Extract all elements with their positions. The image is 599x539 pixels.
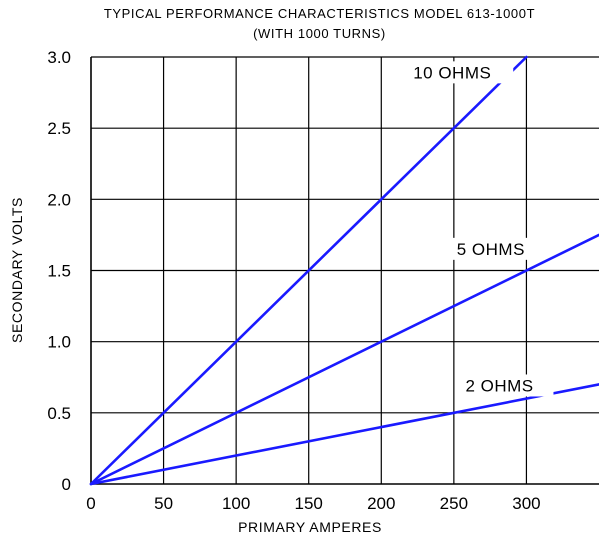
y-tick-label: 3.0 xyxy=(47,48,71,67)
y-axis-label: SECONDARY VOLTS xyxy=(9,197,25,343)
y-tick-label: 0.5 xyxy=(47,404,71,423)
x-tick-label: 50 xyxy=(154,494,173,513)
x-tick-label: 100 xyxy=(222,494,250,513)
x-tick-label: 250 xyxy=(440,494,468,513)
x-tick-label: 150 xyxy=(295,494,323,513)
x-tick-label: 300 xyxy=(512,494,540,513)
x-tick-label: 200 xyxy=(367,494,395,513)
y-axis-ticks: 0 0.5 1.0 1.5 2.0 2.5 3.0 xyxy=(47,48,71,494)
series-label-3: 2 OHMS xyxy=(465,376,533,395)
y-tick-label: 2.5 xyxy=(47,119,71,138)
y-tick-label: 2.0 xyxy=(47,190,71,209)
x-tick-label: 0 xyxy=(86,494,95,513)
series-line-3 xyxy=(91,384,599,484)
y-tick-label: 1.0 xyxy=(47,333,71,352)
x-axis-label: PRIMARY AMPERES xyxy=(238,519,382,535)
series-line-2 xyxy=(91,235,599,484)
series-labels: 10 OHMS 5 OHMS 2 OHMS xyxy=(409,61,553,396)
series-label-2: 5 OHMS xyxy=(457,240,525,259)
y-tick-label: 0 xyxy=(62,475,71,494)
grid xyxy=(91,57,599,484)
x-axis-ticks: 0 50 100 150 200 250 300 xyxy=(86,494,540,513)
series-label-1: 10 OHMS xyxy=(413,63,491,82)
y-tick-label: 1.5 xyxy=(47,262,71,281)
